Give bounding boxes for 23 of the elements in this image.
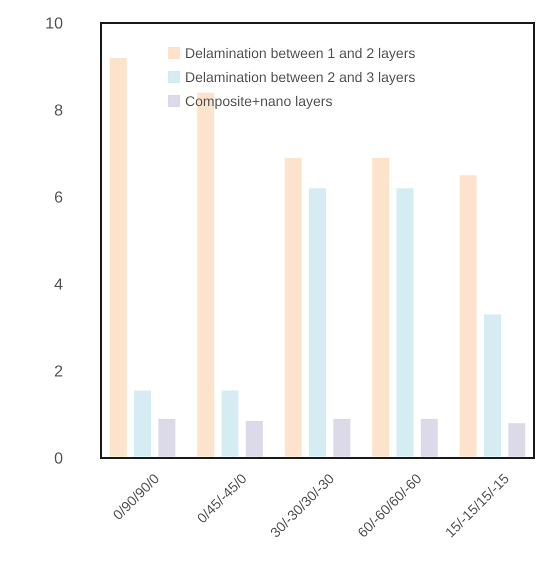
bar bbox=[158, 418, 176, 458]
bar bbox=[396, 188, 414, 458]
bar bbox=[134, 390, 152, 458]
bar bbox=[460, 175, 477, 458]
bar bbox=[308, 188, 326, 458]
y-tick-label: 10 bbox=[45, 16, 64, 33]
bar bbox=[333, 418, 350, 458]
bar bbox=[484, 314, 501, 458]
bar bbox=[110, 58, 127, 458]
legend-label: Composite+nano layers bbox=[185, 92, 332, 109]
bar bbox=[222, 390, 239, 458]
bar bbox=[372, 158, 390, 458]
y-tick-label: 4 bbox=[54, 276, 64, 294]
y-tick-label: 0 bbox=[54, 450, 64, 468]
bar bbox=[246, 421, 263, 458]
y-tick-label: 6 bbox=[54, 190, 64, 207]
y-tick-label: 2 bbox=[54, 364, 64, 381]
y-tick-label: 8 bbox=[54, 102, 64, 120]
legend-label: Delamination between 2 and 3 layers bbox=[185, 68, 416, 85]
bar bbox=[284, 158, 302, 458]
bar bbox=[508, 423, 526, 458]
bar bbox=[420, 418, 438, 458]
legend-label: Delamination between 1 and 2 layers bbox=[185, 44, 416, 61]
